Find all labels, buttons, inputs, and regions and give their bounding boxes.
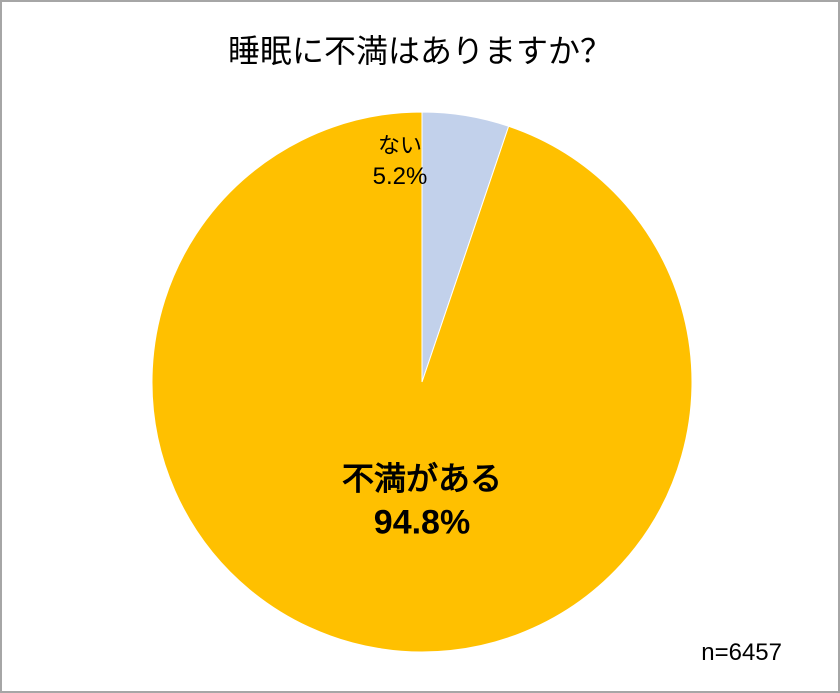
sample-size-footnote: n=6457 bbox=[701, 639, 782, 667]
slice-no-percent: 5.2% bbox=[373, 161, 428, 193]
slice-yes-percent: 94.8% bbox=[342, 501, 502, 547]
slice-label-no: ない 5.2% bbox=[373, 131, 428, 193]
slice-no-text: ない bbox=[373, 131, 428, 161]
slice-yes-text: 不満がある bbox=[342, 457, 502, 500]
chart-title: 睡眠に不満はありますか？ bbox=[2, 26, 838, 72]
chart-frame: 睡眠に不満はありますか？ ない 5.2% 不満がある 94.8% n=6457 bbox=[0, 0, 840, 693]
slice-label-yes: 不満がある 94.8% bbox=[342, 457, 502, 546]
